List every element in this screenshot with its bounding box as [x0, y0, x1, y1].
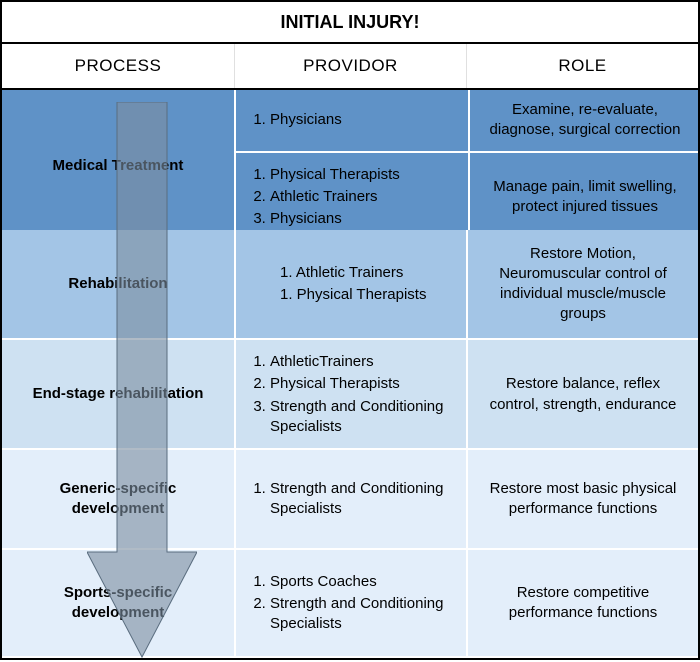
provider-item: Physical Therapists — [270, 374, 452, 394]
provider-list: AthleticTrainersPhysical Therapists Stren… — [250, 350, 452, 439]
provider-item: Sports Coaches — [270, 572, 452, 592]
provider-item: 1. Athletic Trainers — [280, 263, 452, 283]
col-process: PROCESS — [2, 44, 234, 88]
col-provider: PROVIDOR — [234, 44, 466, 88]
provider-cell: AthleticTrainersPhysical Therapists Stren… — [234, 340, 466, 449]
provider-item: Physicians — [270, 110, 454, 130]
provider-list: Physicians — [250, 108, 454, 132]
provider-item: 1. Physical Therapists — [280, 285, 452, 305]
table-row: Generic-specific development Strength and… — [2, 450, 698, 550]
table-body: Medical Treatment Physicians Examine, re-e… — [2, 90, 698, 656]
role-cell: Manage pain, limit swelling, protect inj… — [468, 153, 700, 242]
provider-item: Physical Therapists — [270, 165, 454, 185]
role-cell: Examine, re-evaluate, diagnose, surgical… — [468, 90, 700, 151]
role-cell: Restore competitive performance function… — [466, 550, 698, 656]
provider-item: Strength and Conditioning Specialists — [270, 397, 452, 438]
table-row: End-stage rehabilitationAthleticTrainers… — [2, 340, 698, 450]
process-cell: Generic-specific development — [2, 450, 234, 548]
provider-cell: Strength and Conditioning Specialists — [234, 450, 466, 548]
table-title: INITIAL INJURY! — [2, 2, 698, 44]
process-cell: Sports-specific development — [2, 550, 234, 656]
provider-cell: 1. Athletic Trainers1. Physical Therapis… — [234, 230, 466, 338]
injury-process-table: INITIAL INJURY! PROCESS PROVIDOR ROLE Me… — [0, 0, 700, 660]
provider-cell: Sports CoachesStrength and Conditioning … — [234, 550, 466, 656]
provider-item: Athletic Trainers — [270, 187, 454, 207]
provider-item: Physicians — [270, 209, 454, 229]
table-row: Sports-specific developmentSports Coache… — [2, 550, 698, 656]
role-cell: Restore most basic physical performance … — [466, 450, 698, 548]
header-row: PROCESS PROVIDOR ROLE — [2, 44, 698, 90]
process-cell: End-stage rehabilitation — [2, 340, 234, 449]
provider-list: Strength and Conditioning Specialists — [250, 477, 452, 522]
role-cell: Restore balance, reflex control, strengt… — [466, 340, 698, 449]
provider-list: Physical TherapistsAthletic TrainersPhys… — [250, 163, 454, 232]
provider-item: AthleticTrainers — [270, 352, 452, 372]
col-role: ROLE — [466, 44, 698, 88]
provider-item: Strength and Conditioning Specialists — [270, 479, 452, 520]
provider-list: 1. Athletic Trainers1. Physical Therapis… — [250, 261, 452, 308]
process-cell: Medical Treatment — [2, 90, 234, 241]
provider-item: Strength and Conditioning Specialists — [270, 594, 452, 635]
role-cell: Restore Motion, Neuromuscular control of… — [466, 230, 698, 338]
table-row: Rehabilitation 1. Athletic Trainers1. Phy… — [2, 230, 698, 340]
provider-cell: Physicians — [236, 90, 468, 151]
provider-list: Sports CoachesStrength and Conditioning … — [250, 570, 452, 637]
table-row: Medical TreatmentPhysiciansExamine, re-e… — [2, 90, 698, 230]
provider-cell: Physical TherapistsAthletic TrainersPhys… — [236, 153, 468, 242]
process-cell: Rehabilitation — [2, 230, 234, 338]
